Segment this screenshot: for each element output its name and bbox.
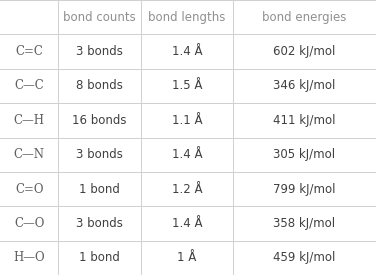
Text: 1.1 Å: 1.1 Å: [172, 114, 202, 127]
Text: 602 kJ/mol: 602 kJ/mol: [273, 45, 336, 58]
Text: 1.2 Å: 1.2 Å: [172, 183, 202, 196]
Text: bond energies: bond energies: [262, 11, 347, 24]
Text: 3 bonds: 3 bonds: [76, 45, 123, 58]
Text: 1.4 Å: 1.4 Å: [172, 45, 202, 58]
Text: C—O: C—O: [14, 217, 44, 230]
Text: bond lengths: bond lengths: [149, 11, 226, 24]
Text: bond counts: bond counts: [63, 11, 136, 24]
Text: 1 Å: 1 Å: [177, 251, 197, 264]
Text: 459 kJ/mol: 459 kJ/mol: [273, 251, 336, 264]
Text: 305 kJ/mol: 305 kJ/mol: [273, 148, 336, 161]
Text: H—O: H—O: [13, 251, 45, 264]
Text: 3 bonds: 3 bonds: [76, 217, 123, 230]
Text: 358 kJ/mol: 358 kJ/mol: [273, 217, 336, 230]
Text: 1.5 Å: 1.5 Å: [172, 79, 202, 92]
Text: 799 kJ/mol: 799 kJ/mol: [273, 183, 336, 196]
Text: 1 bond: 1 bond: [79, 183, 120, 196]
Text: 8 bonds: 8 bonds: [76, 79, 123, 92]
Text: C=O: C=O: [15, 183, 43, 196]
Text: 1 bond: 1 bond: [79, 251, 120, 264]
Text: 411 kJ/mol: 411 kJ/mol: [273, 114, 336, 127]
Text: C—H: C—H: [14, 114, 45, 127]
Text: 16 bonds: 16 bonds: [73, 114, 127, 127]
Text: 1.4 Å: 1.4 Å: [172, 217, 202, 230]
Text: C=C: C=C: [15, 45, 43, 58]
Text: 346 kJ/mol: 346 kJ/mol: [273, 79, 336, 92]
Text: C—C: C—C: [14, 79, 44, 92]
Text: C—N: C—N: [14, 148, 45, 161]
Text: 3 bonds: 3 bonds: [76, 148, 123, 161]
Text: 1.4 Å: 1.4 Å: [172, 148, 202, 161]
